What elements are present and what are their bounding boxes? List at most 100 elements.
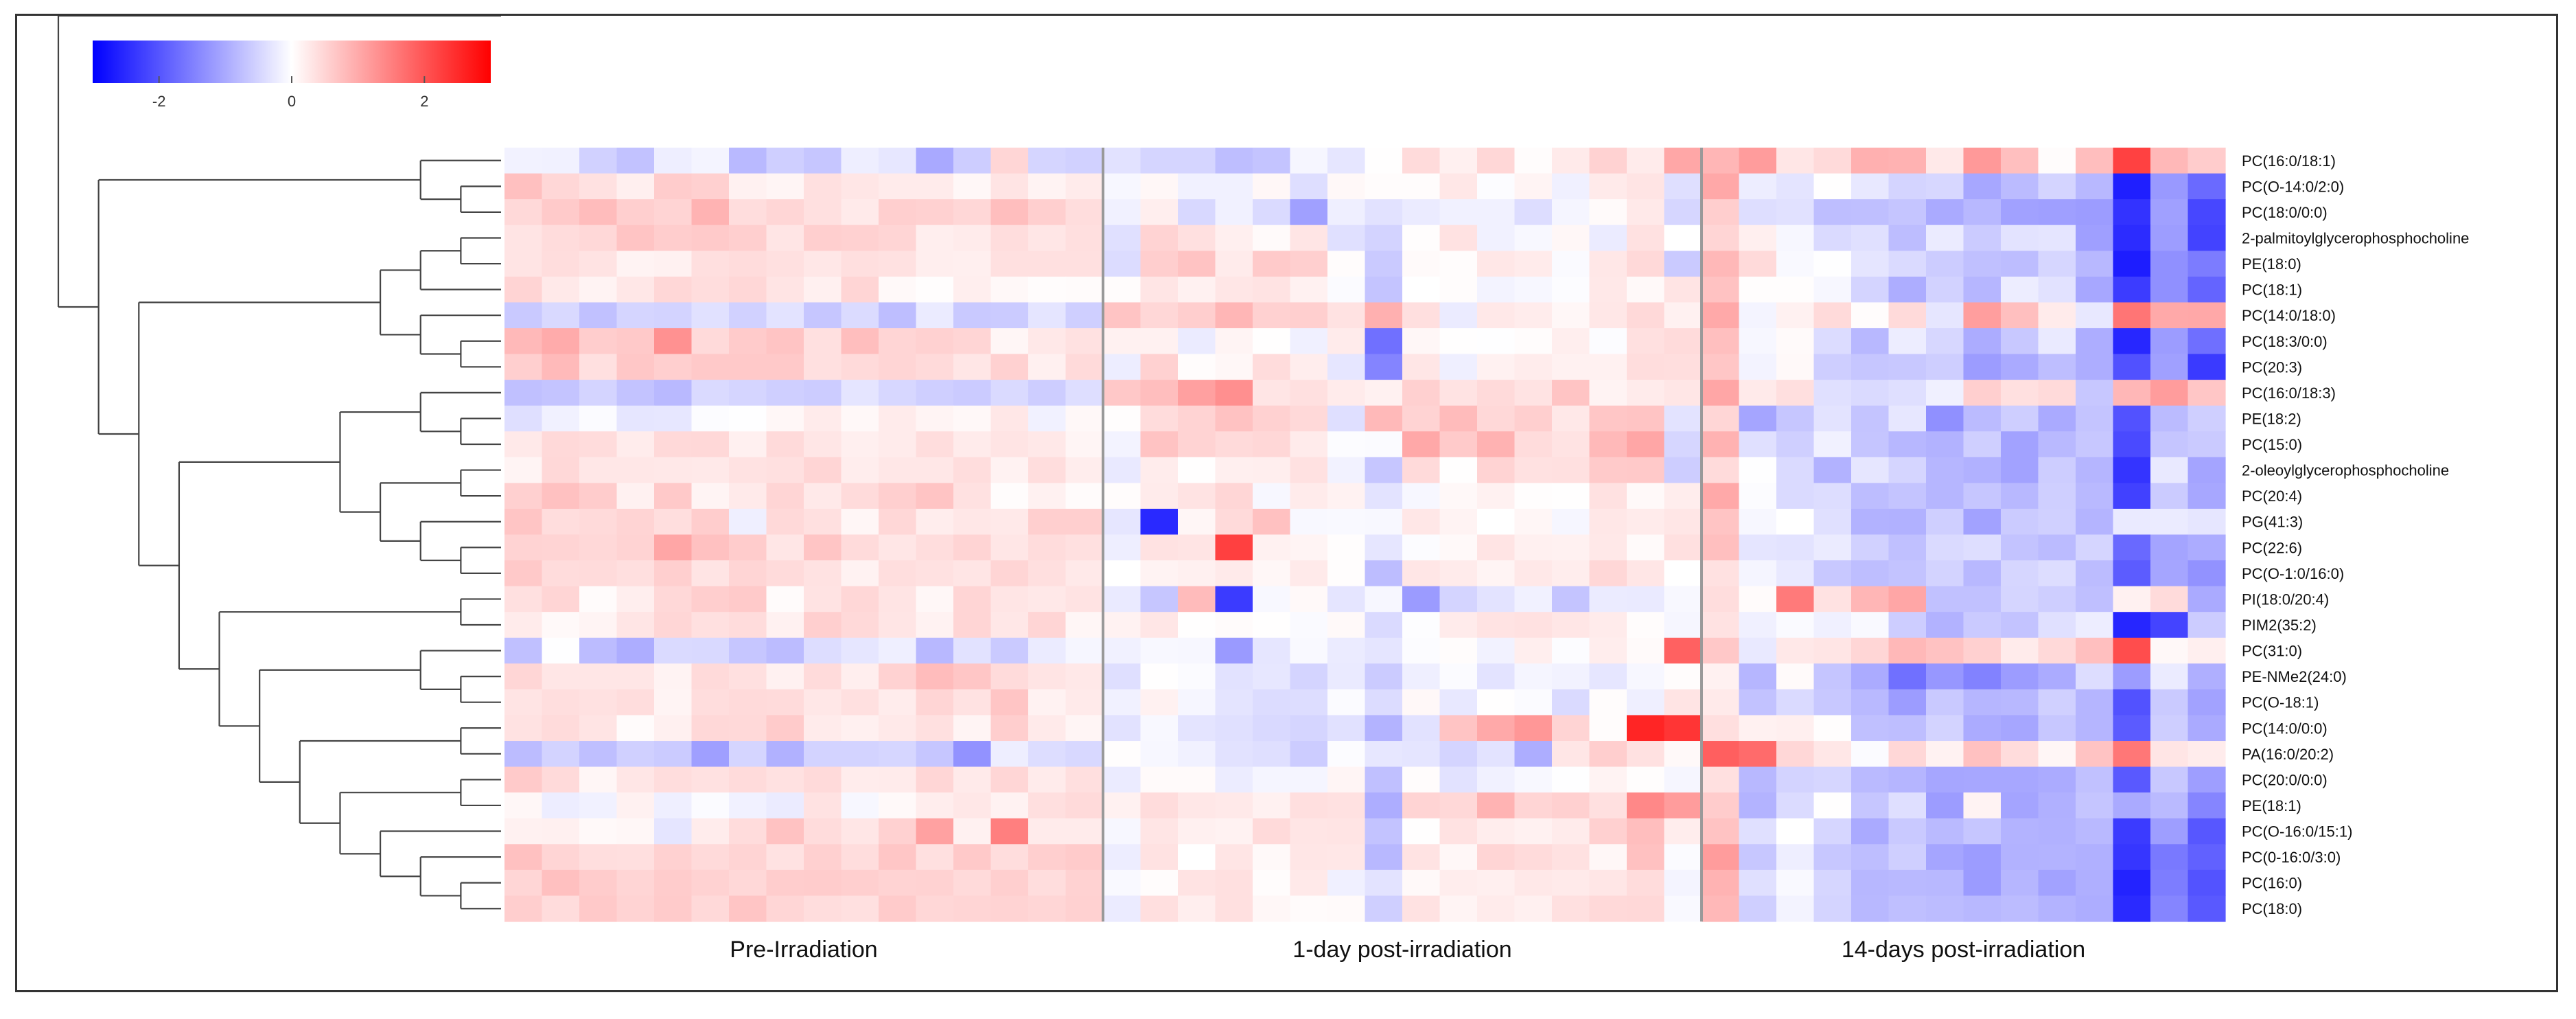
heatmap-cell — [1140, 251, 1179, 277]
heatmap-cell — [729, 173, 767, 200]
heatmap-cell — [2188, 225, 2226, 251]
heatmap-cell — [1290, 689, 1328, 716]
heatmap-cell — [1963, 689, 2001, 716]
heatmap-cell — [916, 741, 954, 768]
heatmap-cell — [1963, 405, 2001, 432]
heatmap-cell — [1103, 560, 1141, 587]
heatmap-cell — [1589, 380, 1627, 407]
heatmap-cell — [2188, 689, 2226, 716]
heatmap-cell — [766, 380, 804, 407]
row-label: PE(18:0) — [2242, 255, 2301, 273]
heatmap-cell — [1739, 766, 1777, 793]
heatmap-cell — [1664, 199, 1702, 226]
heatmap-cell — [2188, 251, 2226, 277]
heatmap-cell — [1028, 766, 1067, 793]
heatmap-cell — [1739, 173, 1777, 200]
heatmap-cell — [1103, 663, 1141, 690]
heatmap-cell — [1028, 405, 1067, 432]
heatmap-cell — [1477, 792, 1516, 819]
heatmap-cell — [1327, 380, 1366, 407]
heatmap-cell — [1739, 457, 1777, 483]
heatmap-cell — [542, 663, 580, 690]
heatmap-cell — [1178, 818, 1216, 845]
heatmap-cell — [2188, 276, 2226, 303]
row-label: PIM2(35:2) — [2242, 617, 2317, 634]
heatmap-cell — [1103, 431, 1141, 458]
heatmap-cell — [1963, 792, 2001, 819]
heatmap-cell — [841, 637, 879, 664]
heatmap-cell — [1851, 586, 1890, 612]
heatmap-cell — [2150, 380, 2189, 407]
heatmap-cell — [1253, 380, 1291, 407]
heatmap-cell — [1253, 612, 1291, 639]
heatmap-cell — [1589, 302, 1627, 329]
heatmap-cell — [1253, 741, 1291, 768]
heatmap-cell — [766, 844, 804, 871]
heatmap-cell — [1327, 818, 1366, 845]
heatmap-cell — [1477, 715, 1516, 742]
heatmap-cell — [1514, 818, 1553, 845]
heatmap-cell — [1402, 586, 1441, 612]
heatmap-cell — [1477, 663, 1516, 690]
heatmap-cell — [953, 328, 992, 355]
heatmap-cell — [1178, 302, 1216, 329]
heatmap-cell — [1065, 637, 1104, 664]
heatmap-cell — [1028, 534, 1067, 561]
heatmap-cell — [1813, 560, 1852, 587]
heatmap-cell — [1103, 715, 1141, 742]
heatmap-cell — [1888, 663, 1927, 690]
heatmap-cell — [691, 173, 730, 200]
heatmap-cell — [1103, 199, 1141, 226]
heatmap-cell — [841, 869, 879, 897]
heatmap-cell — [2038, 689, 2076, 716]
heatmap-cell — [1439, 586, 1478, 612]
heatmap-cell — [2113, 534, 2151, 561]
heatmap-cell — [1290, 457, 1328, 483]
heatmap-cell — [1813, 895, 1852, 922]
heatmap-cell — [1926, 483, 1964, 509]
heatmap-cell — [1215, 302, 1253, 329]
heatmap-cell — [1514, 689, 1553, 716]
heatmap-cell — [691, 560, 730, 587]
heatmap-cell — [1439, 225, 1478, 251]
heatmap-cell — [1402, 560, 1441, 587]
heatmap-cell — [1439, 792, 1478, 819]
heatmap-cell — [1888, 251, 1927, 277]
heatmap-cell — [616, 380, 655, 407]
heatmap-cell — [1851, 380, 1890, 407]
heatmap-cell — [1589, 457, 1627, 483]
heatmap-cell — [1439, 328, 1478, 355]
heatmap-cell — [1552, 328, 1590, 355]
heatmap-cell — [1702, 148, 1740, 174]
heatmap-cell — [1439, 251, 1478, 277]
heatmap-cell — [953, 534, 992, 561]
heatmap-cell — [1103, 895, 1141, 922]
heatmap-cell — [1702, 302, 1740, 329]
heatmap-cell — [504, 869, 543, 897]
heatmap-cell — [1888, 173, 1927, 200]
heatmap-cell — [2150, 534, 2189, 561]
heatmap-cell — [1702, 792, 1740, 819]
heatmap-cell — [1439, 302, 1478, 329]
heatmap-cell — [2076, 199, 2114, 226]
heatmap-cell — [1065, 199, 1104, 226]
heatmap-cell — [879, 276, 917, 303]
heatmap-cell — [579, 766, 618, 793]
heatmap-cell — [1028, 715, 1067, 742]
heatmap-cell — [1253, 560, 1291, 587]
heatmap-cell — [1776, 612, 1815, 639]
heatmap-cell — [1065, 715, 1104, 742]
heatmap-cell — [1365, 560, 1403, 587]
heatmap-cell — [1552, 225, 1590, 251]
heatmap-cell — [990, 199, 1029, 226]
heatmap-cell — [1739, 534, 1777, 561]
heatmap-cell — [1103, 483, 1141, 509]
heatmap-cell — [616, 560, 655, 587]
heatmap-cell — [2150, 354, 2189, 380]
heatmap-cell — [1514, 225, 1553, 251]
heatmap-cell — [2038, 766, 2076, 793]
heatmap-cell — [1664, 637, 1702, 664]
heatmap-cell — [2150, 457, 2189, 483]
heatmap-cell — [1028, 251, 1067, 277]
heatmap-cell — [1888, 508, 1927, 536]
